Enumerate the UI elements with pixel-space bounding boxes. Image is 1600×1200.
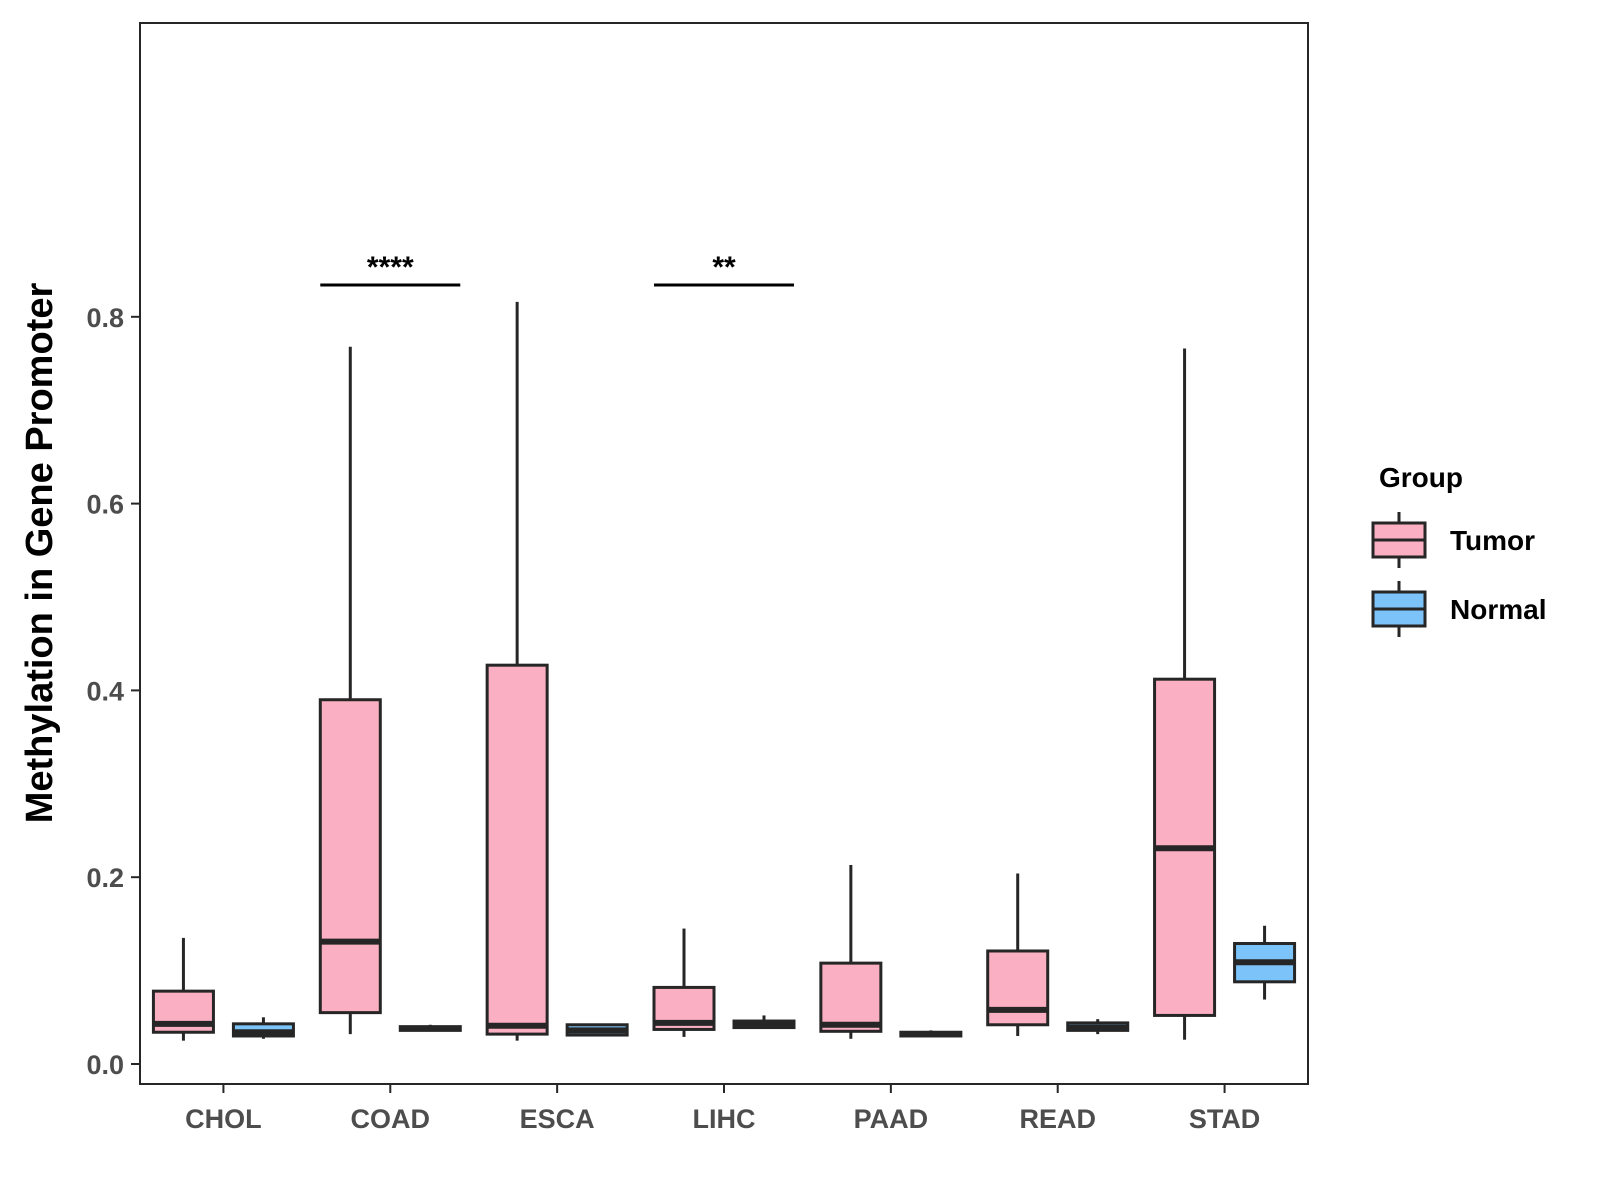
x-tick-label: PAAD	[854, 1104, 929, 1134]
x-tick-label: READ	[1019, 1104, 1096, 1134]
iqr-box	[819, 961, 883, 1033]
iqr-box	[485, 663, 549, 1036]
box-tumor-lihc	[652, 928, 716, 1037]
iqr-box	[318, 698, 382, 1015]
significance-label: ****	[367, 251, 414, 284]
legend-label: Tumor	[1450, 525, 1535, 556]
box-tumor-chol	[151, 937, 215, 1041]
y-tick-label: 0.4	[86, 676, 124, 706]
legend-entry-normal: Normal	[1371, 581, 1546, 637]
iqr-box	[986, 949, 1050, 1027]
box-tumor-stad	[1153, 348, 1217, 1040]
box-tumor-esca	[485, 301, 549, 1041]
legend-entry-tumor: Tumor	[1371, 512, 1535, 568]
y-tick-label: 0.2	[86, 863, 124, 893]
x-tick-label: COAD	[351, 1104, 431, 1134]
box-normal-chol	[231, 1017, 295, 1039]
box-normal-esca	[565, 1023, 629, 1037]
box-tumor-coad	[318, 346, 382, 1035]
box-tumor-read	[986, 873, 1050, 1036]
legend: Group Tumor Normal	[1371, 462, 1546, 637]
x-tick-label: ESCA	[520, 1104, 595, 1134]
series-normal	[231, 925, 1297, 1039]
y-tick-label: 0.6	[86, 490, 124, 520]
box-tumor-paad	[819, 865, 883, 1039]
x-tick-label: STAD	[1189, 1104, 1261, 1134]
y-axis-title: Methylation in Gene Promoter	[19, 283, 61, 824]
plot-panel	[139, 22, 1309, 1085]
box-normal-lihc	[732, 1015, 796, 1030]
x-axis: CHOL COAD ESCA LIHC PAAD READ STAD	[185, 1084, 1260, 1134]
box-normal-coad	[398, 1024, 462, 1032]
x-tick-label: LIHC	[693, 1104, 756, 1134]
significance-label: **	[712, 251, 736, 284]
box-normal-stad	[1233, 925, 1297, 1000]
series-tumor	[151, 301, 1217, 1041]
y-tick-label: 0.8	[86, 303, 124, 333]
y-axis: 0.0 0.2 0.4 0.6 0.8	[86, 303, 140, 1080]
legend-title: Group	[1379, 462, 1463, 493]
significance-annotations: **** **	[320, 251, 794, 287]
box-normal-read	[1066, 1019, 1130, 1035]
box-normal-paad	[899, 1030, 963, 1038]
y-tick-label: 0.0	[86, 1050, 124, 1080]
x-tick-label: CHOL	[185, 1104, 262, 1134]
box-series	[151, 301, 1297, 1041]
legend-label: Normal	[1450, 594, 1546, 625]
